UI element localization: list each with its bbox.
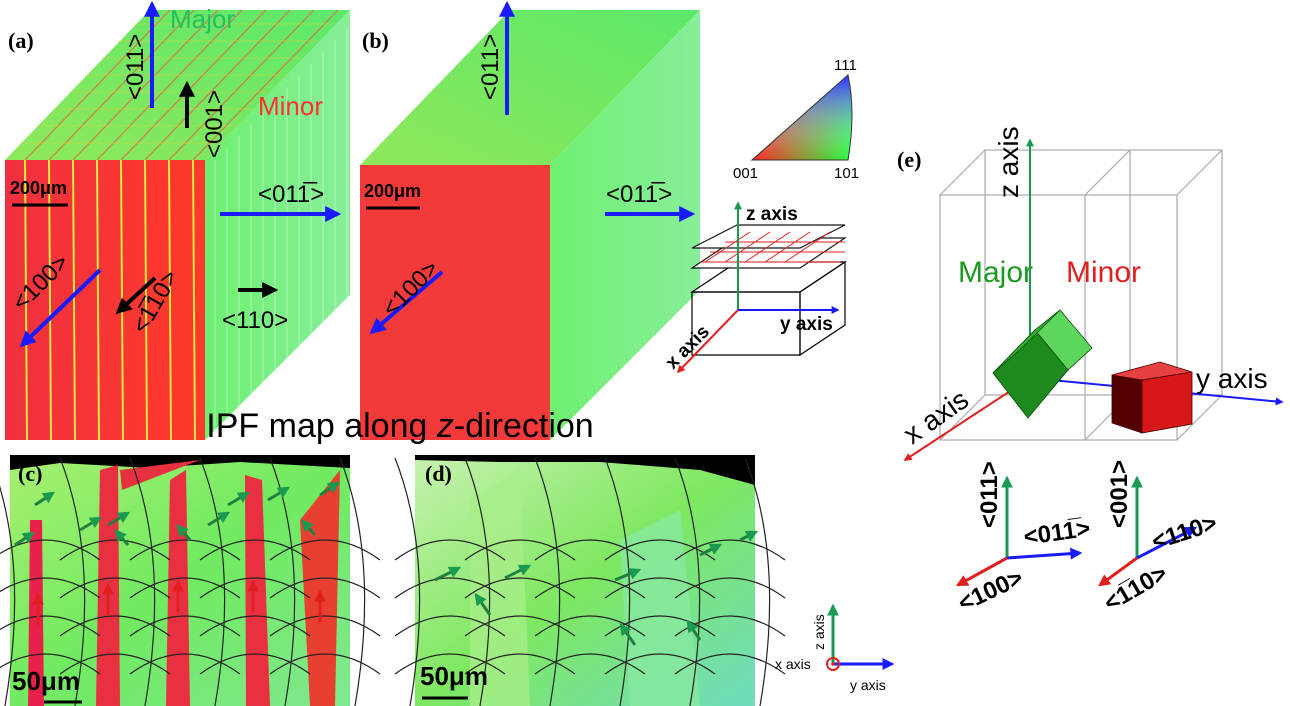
ipf-corner: 111 [834, 57, 857, 74]
axis-label: x axis [775, 656, 811, 672]
direction-label: <100> [954, 564, 1027, 617]
figure: (a) Major <011> <001> Minor 200μm <011̅>… [0, 0, 1290, 706]
direction-label: <011> [122, 34, 149, 100]
major-crystal [993, 310, 1092, 418]
title-part: IPF map along [206, 407, 437, 445]
panel-label: (e) [897, 147, 921, 172]
panel-label: (a) [8, 28, 34, 53]
scale-bar-label: 50μm [12, 666, 80, 696]
view-axes [827, 606, 892, 670]
ipf-triangle-overlay [752, 75, 852, 160]
scale-bar-label: 50μm [420, 661, 488, 691]
minor-label: Minor [1066, 256, 1141, 289]
body: (a) Major <011> <001> Minor 200μm <011̅>… [0, 0, 1290, 706]
section-title: IPF map along z-direction [206, 407, 593, 445]
major-label: Major [958, 256, 1033, 289]
direction-label: <001> [201, 90, 228, 158]
scale-bar-label: 200μm [10, 178, 67, 198]
axis-label: x axis [662, 321, 714, 373]
panel-label: (b) [362, 28, 389, 53]
ipf-corner: 001 [733, 165, 758, 182]
panel-label: (d) [425, 461, 452, 486]
axis-label: z axis [746, 204, 798, 225]
title-part: z [436, 407, 454, 445]
major-label: Major [170, 4, 235, 34]
direction-label: <011̅> [258, 181, 324, 208]
ipf-legend: 111 001 101 [733, 57, 859, 182]
direction-label: <110> [222, 307, 288, 334]
panel-a-cube [5, 10, 350, 440]
minor-label: Minor [258, 91, 323, 121]
axis-label: z axis [811, 614, 827, 650]
minor-crystal [1112, 362, 1192, 433]
axis-label: y axis [1196, 363, 1268, 394]
direction-label: <011> [976, 461, 1003, 528]
direction-label: <011> [477, 34, 504, 100]
page: IPF figure {"panel_a": {"label": "(a)", … [0, 0, 1290, 706]
direction-label: <011̅> [606, 181, 672, 208]
axis-label: y axis [780, 314, 833, 335]
direction-label: <1̅10> [1100, 560, 1172, 617]
panel-label: (c) [18, 461, 42, 486]
axis-label: y axis [850, 677, 886, 693]
direction-label: <001> [1106, 460, 1133, 528]
ipf-corner: 101 [834, 165, 859, 182]
scale-bar-label: 200μm [364, 181, 421, 201]
panel-b-cube [360, 10, 700, 440]
axis-label: z axis [993, 126, 1024, 198]
direction-label: <110> [1149, 509, 1221, 555]
direction-label: <011̅> [1022, 515, 1092, 551]
title-part: -direction [454, 407, 594, 445]
